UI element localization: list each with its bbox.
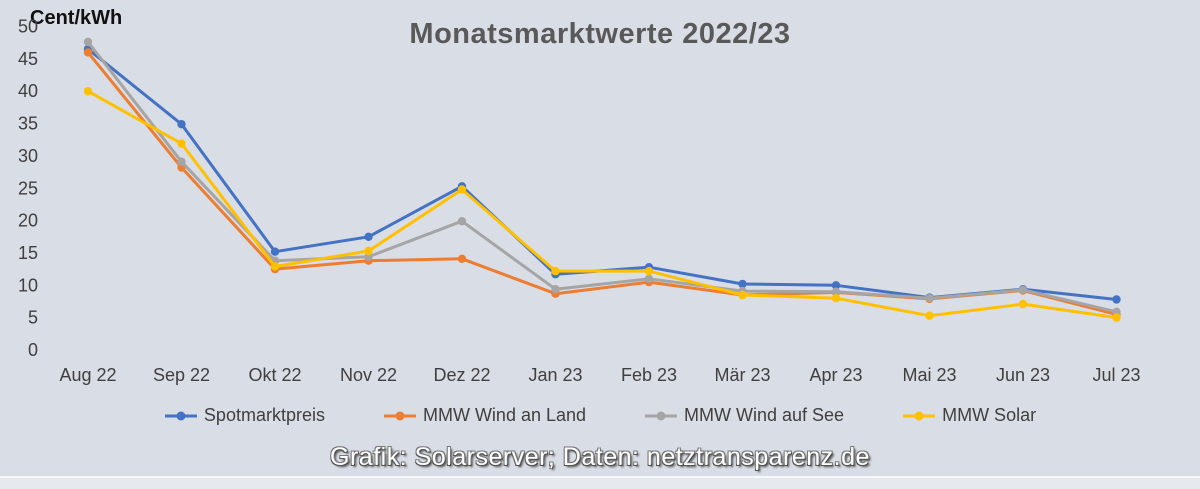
legend-item-mmw-wind-an-land: MMW Wind an Land <box>383 405 586 426</box>
data-point-spotmarktpreis <box>831 281 841 290</box>
x-tick-label: Feb 23 <box>621 365 677 385</box>
data-point-mmw-solar <box>1112 313 1121 322</box>
legend-item-mmw-solar: MMW Solar <box>902 405 1036 426</box>
y-tick-label: 35 <box>18 114 38 134</box>
legend-marker-spotmarktpreis <box>164 411 197 420</box>
legend-item-spotmarktpreis: Spotmarktpreis <box>164 405 325 426</box>
x-tick-label: Aug 22 <box>59 365 116 385</box>
x-tick-label: Nov 22 <box>340 365 397 385</box>
data-point-mmw-wind-auf-see <box>83 37 93 47</box>
x-tick-label: Okt 22 <box>248 365 301 385</box>
y-tick-label: 0 <box>28 340 38 360</box>
legend-marker-mmw-wind-auf-see <box>645 411 678 420</box>
chart-title: Monatsmarktwerte 2022/23 <box>409 18 791 50</box>
legend-marker-mmw-wind-an-land <box>383 411 416 420</box>
y-tick-label: 5 <box>28 308 38 328</box>
data-point-mmw-solar <box>831 294 841 303</box>
data-point-mmw-solar <box>738 290 747 300</box>
y-tick-label: 50 <box>18 17 38 37</box>
data-point-mmw-solar <box>1018 299 1028 309</box>
x-tick-label: Apr 23 <box>809 365 862 385</box>
data-point-spotmarktpreis <box>1112 295 1121 304</box>
bottom-strip <box>0 476 1200 489</box>
legend-label-mmw-wind-an-land: MMW Wind an Land <box>422 405 587 425</box>
legend-dot <box>176 411 186 420</box>
y-tick-label: 45 <box>18 49 38 69</box>
chart-legend: Spotmarktpreis MMW Wind an Land MMW Wind a… <box>0 405 1200 426</box>
legend-dot <box>656 411 666 420</box>
data-point-mmw-wind-auf-see <box>551 285 560 294</box>
legend-dot <box>395 411 405 420</box>
legend-item-mmw-wind-auf-see: MMW Wind auf See <box>644 405 844 426</box>
x-tick-label: Jan 23 <box>528 365 582 385</box>
data-point-mmw-wind-auf-see <box>1018 285 1028 294</box>
data-point-mmw-solar <box>270 262 280 271</box>
data-point-mmw-wind-auf-see <box>457 217 467 226</box>
x-tick-label: Mai 23 <box>902 365 956 385</box>
series-line-spotmarktpreis <box>86 47 1118 301</box>
y-tick-label: 15 <box>18 243 38 263</box>
data-point-mmw-solar <box>177 139 186 148</box>
data-point-spotmarktpreis <box>364 232 373 241</box>
data-point-mmw-solar <box>925 311 934 320</box>
data-point-mmw-solar <box>644 266 654 276</box>
legend-label-mmw-solar: MMW Solar <box>942 405 1037 425</box>
legend-label-mmw-wind-auf-see: MMW Wind auf See <box>684 405 845 425</box>
source-caption: Grafik: Solarserver; Daten: netztranspar… <box>330 443 870 471</box>
x-tick-label: Jul 23 <box>1092 365 1140 385</box>
y-tick-label: 10 <box>18 275 38 295</box>
y-tick-label: 40 <box>18 81 38 101</box>
data-point-mmw-wind-auf-see <box>364 252 373 261</box>
x-tick-label: Sep 22 <box>153 365 210 385</box>
y-tick-label: 20 <box>18 211 38 231</box>
y-tick-label: 30 <box>18 146 38 166</box>
data-point-mmw-wind-auf-see <box>177 157 186 166</box>
data-point-spotmarktpreis <box>270 247 280 256</box>
data-point-mmw-wind-auf-see <box>644 274 654 283</box>
line-chart-canvas: 0 5 10 15 20 25 30 35 40 45 50 Aug 22 Sep 22 Okt 22 No… <box>18 17 1141 386</box>
data-point-spotmarktpreis <box>738 279 747 289</box>
data-point-mmw-wind-auf-see <box>831 287 841 296</box>
data-point-mmw-wind-auf-see <box>1112 307 1121 316</box>
data-point-mmw-solar <box>364 246 373 256</box>
data-point-mmw-wind-auf-see <box>925 294 934 303</box>
y-axis-title: Cent/kWh <box>30 7 123 29</box>
legend-label-spotmarktpreis: Spotmarktpreis <box>203 405 325 425</box>
series-line-mmw-solar <box>86 89 1118 320</box>
data-point-mmw-solar <box>457 185 467 194</box>
series-line-mmw-wind-an-land <box>86 50 1118 316</box>
data-point-mmw-solar <box>83 87 93 96</box>
legend-dot <box>914 411 924 420</box>
data-point-spotmarktpreis <box>177 120 186 129</box>
x-tick-label: Dez 22 <box>433 365 490 385</box>
data-point-mmw-wind-an-land <box>457 254 467 263</box>
y-tick-label: 25 <box>18 178 38 198</box>
legend-marker-mmw-solar <box>903 411 936 420</box>
x-tick-label: Mär 23 <box>714 365 770 385</box>
data-point-mmw-wind-an-land <box>83 48 93 57</box>
data-point-mmw-solar <box>551 266 560 276</box>
x-tick-label: Jun 23 <box>996 365 1050 385</box>
